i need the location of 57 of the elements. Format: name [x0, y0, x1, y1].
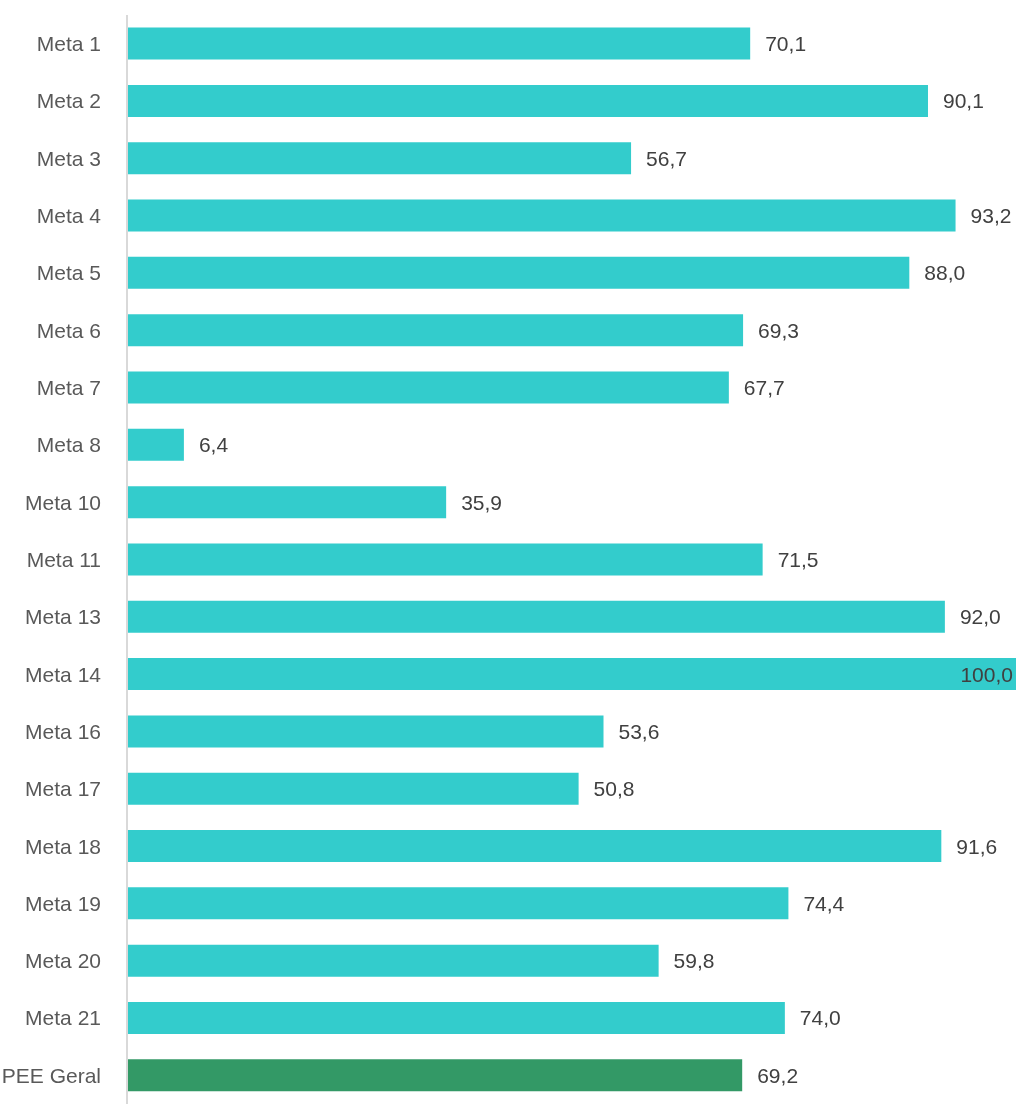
y-tick-label: PEE Geral [1, 1063, 101, 1087]
data-label: 56,7 [646, 146, 687, 170]
bar [127, 256, 910, 289]
data-label: 53,6 [618, 719, 660, 743]
data-label: 92,0 [959, 605, 1001, 629]
bar [127, 142, 632, 175]
data-label: 6,4 [198, 433, 229, 457]
bar [127, 543, 763, 576]
y-tick-label: Meta 19 [25, 891, 101, 915]
bar [127, 658, 1016, 691]
data-label: 90,1 [942, 89, 984, 113]
bar [127, 600, 945, 633]
data-label: 67,7 [743, 376, 785, 399]
y-tick-label: Meta 17 [25, 777, 101, 801]
bar [127, 84, 928, 117]
bar [127, 887, 789, 920]
bar [127, 27, 751, 60]
bar [127, 199, 956, 232]
bar [127, 1001, 785, 1034]
y-tick-label: Meta 14 [25, 662, 102, 686]
y-tick-label: Meta 20 [25, 949, 101, 973]
y-tick-label: Meta 8 [36, 433, 101, 457]
bar [127, 314, 744, 347]
bar [127, 772, 579, 805]
y-tick-label: Meta 1 [36, 32, 101, 56]
y-tick-label: Meta 2 [36, 89, 101, 113]
y-tick-label: Meta 18 [25, 834, 101, 858]
bar [127, 830, 942, 863]
y-tick-label: Meta 5 [36, 261, 101, 285]
y-tick-label: Meta 3 [36, 146, 101, 170]
data-label: 71,5 [777, 547, 819, 571]
bar [127, 944, 659, 977]
bar [127, 371, 729, 404]
data-label: 35,9 [461, 490, 503, 514]
data-label: 91,6 [956, 834, 998, 858]
y-tick-label: Meta 6 [36, 318, 101, 342]
y-tick-label: Meta 21 [25, 1006, 101, 1030]
data-label: 93,2 [970, 204, 1012, 228]
bar [127, 715, 604, 748]
y-tick-label: Meta 4 [36, 204, 102, 228]
data-label: 74,0 [799, 1006, 841, 1030]
bar [127, 486, 447, 519]
data-label: 70,1 [765, 32, 807, 56]
y-tick-label: Meta 13 [25, 605, 101, 629]
data-label: 50,8 [593, 777, 635, 801]
data-label: 74,4 [803, 891, 845, 915]
y-tick-label: Meta 10 [25, 490, 101, 514]
bar [127, 1059, 743, 1092]
data-label: 59,8 [673, 949, 715, 973]
y-tick-label: Meta 11 [26, 547, 101, 571]
data-label: 88,0 [924, 261, 966, 285]
bar [127, 428, 184, 461]
y-tick-label: Meta 16 [25, 719, 101, 743]
data-label: 69,2 [757, 1063, 799, 1087]
y-tick-label: Meta 7 [36, 376, 101, 400]
data-label: 69,3 [758, 318, 799, 342]
data-label: 100,0 [960, 662, 1013, 686]
